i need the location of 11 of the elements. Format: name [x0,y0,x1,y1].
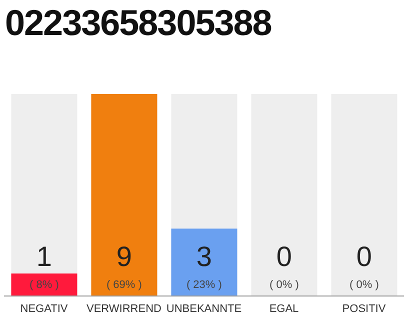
x-tick-label: VERWIRREND [86,302,162,315]
x-tick-label: NEGATIV [20,302,68,315]
x-tick-label: UNBEKANNTE [166,302,242,315]
data-label: 9 ( 69% ) [106,241,142,291]
data-label: 0 ( 0% ) [270,241,299,291]
data-label: 0 ( 0% ) [350,241,379,291]
x-tick-label: EGAL [269,302,299,315]
chart-title: 02233658305388 [5,2,272,44]
x-tick-label: POSITIV [342,302,386,315]
data-label: 3 ( 23% ) [186,241,222,291]
data-label: 1 ( 8% ) [30,241,59,291]
